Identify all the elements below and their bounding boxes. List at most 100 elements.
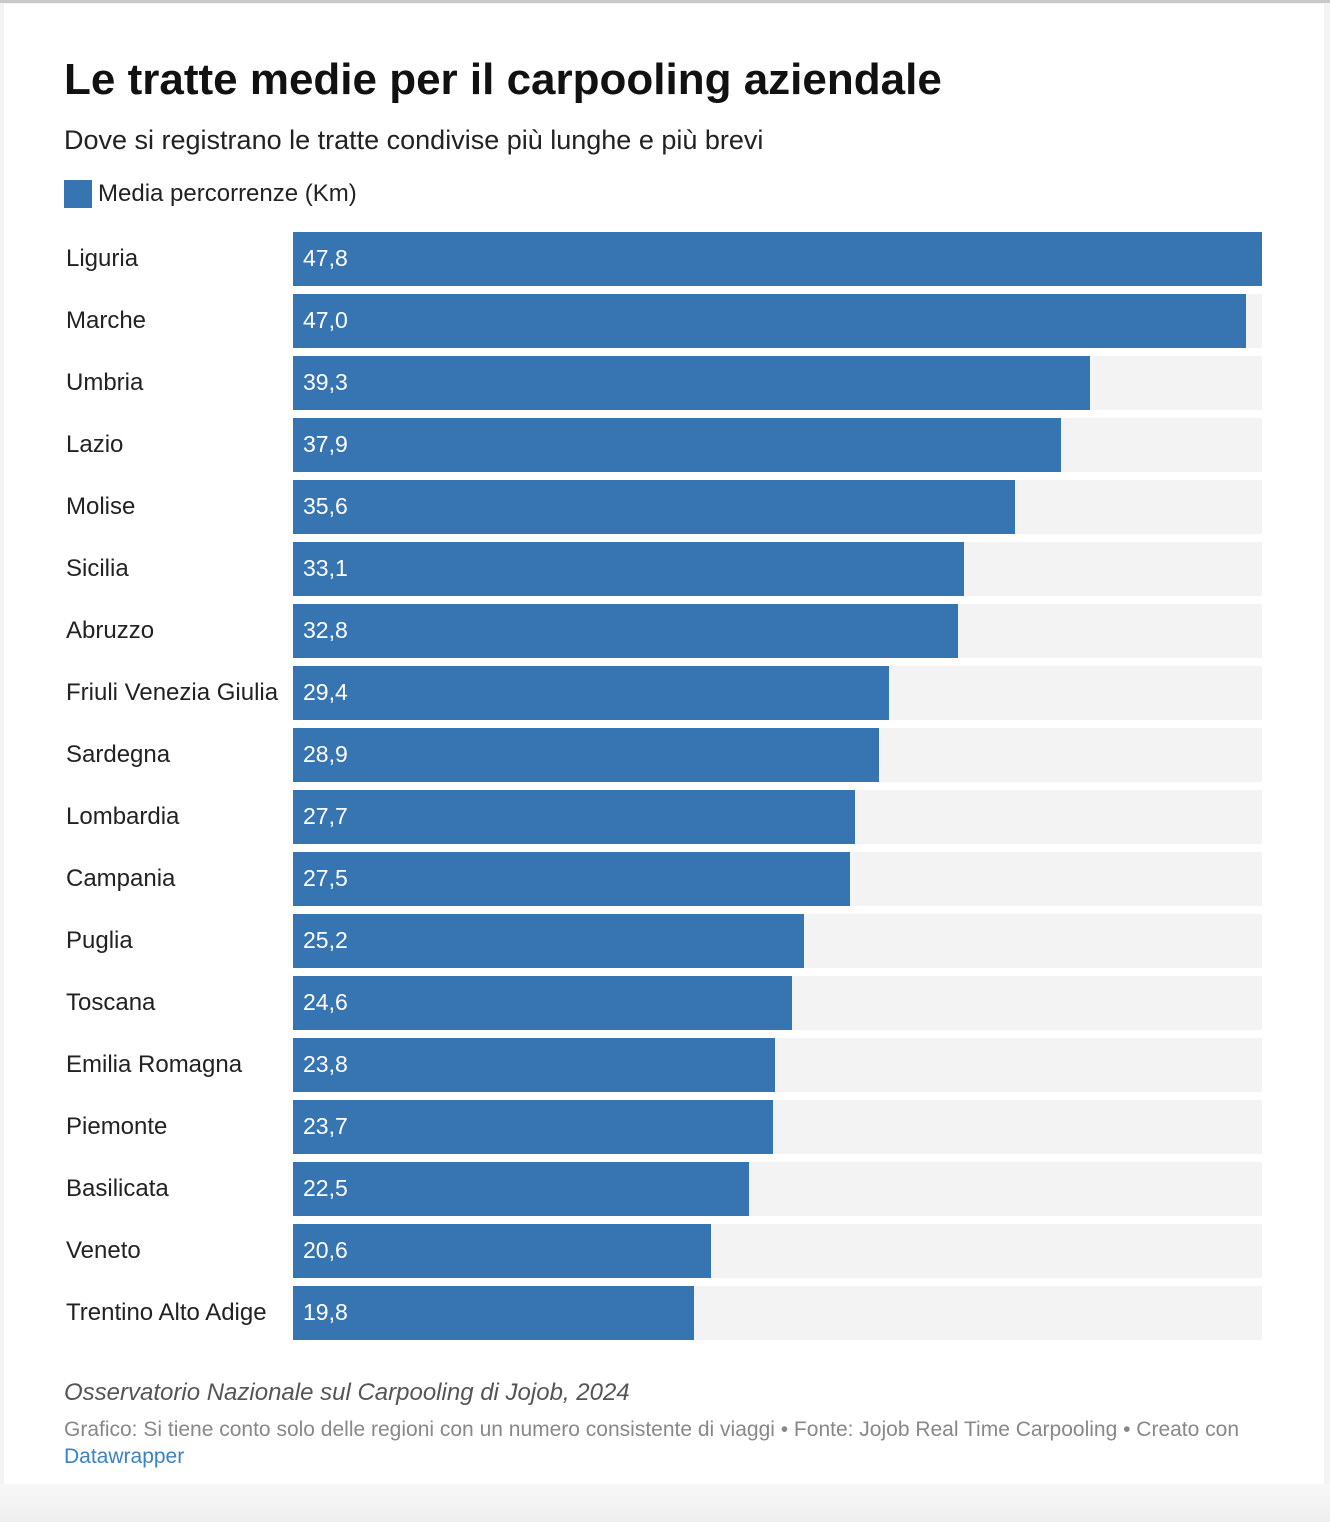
bottom-shade (0, 1484, 1330, 1522)
bar: 32,8 (293, 604, 958, 658)
bar-track: 27,5 (293, 852, 1262, 906)
bar-row: Sicilia 33,1 (4, 542, 1324, 596)
bar-track: 25,2 (293, 914, 1262, 968)
bar-track: 33,1 (293, 542, 1262, 596)
bar-value-label: 37,9 (303, 431, 348, 457)
chart-card: Le tratte medie per il carpooling aziend… (4, 4, 1324, 1484)
bar-row: Sardegna 28,9 (4, 728, 1324, 782)
bar-value-label: 27,5 (303, 865, 348, 891)
category-label: Abruzzo (66, 617, 155, 644)
category-label: Friuli Venezia Giulia (66, 679, 279, 706)
bar: 19,8 (293, 1286, 694, 1340)
bar-value-label: 47,8 (303, 245, 348, 271)
bar: 37,9 (293, 418, 1061, 472)
bar-value-label: 25,2 (303, 927, 348, 953)
bar-track: 37,9 (293, 418, 1262, 472)
chart-footer: Grafico: Si tiene conto solo delle regio… (64, 1416, 1264, 1470)
bar-row: Basilicata 22,5 (4, 1162, 1324, 1216)
bar-value-label: 32,8 (303, 617, 348, 643)
bar: 23,7 (293, 1100, 773, 1154)
category-label: Sicilia (66, 555, 129, 582)
category-label: Lazio (66, 431, 124, 458)
bar-row: Trentino Alto Adige 19,8 (4, 1286, 1324, 1340)
bar: 23,8 (293, 1038, 775, 1092)
bar: 28,9 (293, 728, 879, 782)
bar: 29,4 (293, 666, 889, 720)
category-label: Sardegna (66, 741, 171, 768)
bar-value-label: 33,1 (303, 555, 348, 581)
bar-row: Lombardia 27,7 (4, 790, 1324, 844)
bar-track: 20,6 (293, 1224, 1262, 1278)
bar-value-label: 39,3 (303, 369, 348, 395)
bar-value-label: 28,9 (303, 741, 348, 767)
category-label: Veneto (66, 1237, 141, 1264)
bar-track: 19,8 (293, 1286, 1262, 1340)
bar-track: 22,5 (293, 1162, 1262, 1216)
bar-track: 32,8 (293, 604, 1262, 658)
category-label: Basilicata (66, 1175, 169, 1202)
bar-track: 35,6 (293, 480, 1262, 534)
bar-value-label: 23,8 (303, 1051, 348, 1077)
bar-value-label: 27,7 (303, 803, 348, 829)
top-border (0, 0, 1330, 3)
category-label: Emilia Romagna (66, 1051, 243, 1078)
chart-legend: Media percorrenze (Km) (64, 178, 357, 210)
bar: 24,6 (293, 976, 792, 1030)
category-label: Marche (66, 307, 147, 334)
bar-row: Marche 47,0 (4, 294, 1324, 348)
bar-row: Abruzzo 32,8 (4, 604, 1324, 658)
chart-notes: Osservatorio Nazionale sul Carpooling di… (64, 1379, 630, 1406)
bar-track: 39,3 (293, 356, 1262, 410)
bar-row: Toscana 24,6 (4, 976, 1324, 1030)
chart-subtitle: Dove si registrano le tratte condivise p… (64, 125, 764, 155)
legend-label: Media percorrenze (Km) (98, 180, 357, 207)
datawrapper-link[interactable]: Datawrapper (64, 1445, 185, 1468)
bar: 20,6 (293, 1224, 711, 1278)
category-label: Toscana (66, 989, 156, 1016)
category-label: Molise (66, 493, 136, 520)
bar-value-label: 20,6 (303, 1237, 348, 1263)
bar: 39,3 (293, 356, 1090, 410)
category-label: Campania (66, 865, 176, 892)
bar-track: 47,0 (293, 294, 1262, 348)
bar: 47,0 (293, 294, 1246, 348)
bar-row: Umbria 39,3 (4, 356, 1324, 410)
bar-row: Campania 27,5 (4, 852, 1324, 906)
bar-track: 24,6 (293, 976, 1262, 1030)
bar-value-label: 29,4 (303, 679, 348, 705)
bar: 33,1 (293, 542, 964, 596)
bar-value-label: 35,6 (303, 493, 348, 519)
bar-row: Emilia Romagna 23,8 (4, 1038, 1324, 1092)
category-label: Piemonte (66, 1113, 168, 1140)
bar: 25,2 (293, 914, 804, 968)
category-label: Lombardia (66, 803, 180, 830)
bar-track: 23,7 (293, 1100, 1262, 1154)
bar-row: Puglia 25,2 (4, 914, 1324, 968)
chart-title: Le tratte medie per il carpooling aziend… (64, 55, 942, 104)
bar-row: Lazio 37,9 (4, 418, 1324, 472)
bar-track: 47,8 (293, 232, 1262, 286)
bar-row: Friuli Venezia Giulia 29,4 (4, 666, 1324, 720)
bar-track: 27,7 (293, 790, 1262, 844)
bar: 27,5 (293, 852, 850, 906)
bar: 35,6 (293, 480, 1015, 534)
category-label: Umbria (66, 369, 144, 396)
bar-value-label: 24,6 (303, 989, 348, 1015)
category-label: Trentino Alto Adige (66, 1299, 267, 1326)
bar-track: 28,9 (293, 728, 1262, 782)
bar: 27,7 (293, 790, 855, 844)
category-label: Liguria (66, 245, 139, 272)
bar-row: Veneto 20,6 (4, 1224, 1324, 1278)
bar-row: Molise 35,6 (4, 480, 1324, 534)
bar: 22,5 (293, 1162, 749, 1216)
bar-row: Liguria 47,8 (4, 232, 1324, 286)
bar-track: 23,8 (293, 1038, 1262, 1092)
bar-value-label: 47,0 (303, 307, 348, 333)
bar-value-label: 22,5 (303, 1175, 348, 1201)
bar-row: Piemonte 23,7 (4, 1100, 1324, 1154)
bar-value-label: 23,7 (303, 1113, 348, 1139)
category-label: Puglia (66, 927, 133, 954)
bar-track: 29,4 (293, 666, 1262, 720)
bar: 47,8 (293, 232, 1262, 286)
bar-value-label: 19,8 (303, 1299, 348, 1325)
